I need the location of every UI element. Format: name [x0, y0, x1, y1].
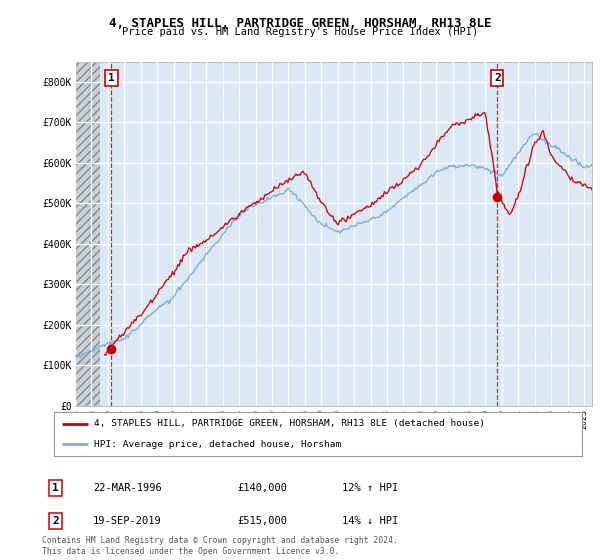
Text: Price paid vs. HM Land Registry's House Price Index (HPI): Price paid vs. HM Land Registry's House … — [122, 27, 478, 38]
Text: 14% ↓ HPI: 14% ↓ HPI — [342, 516, 398, 526]
Text: 2: 2 — [494, 73, 500, 83]
Text: HPI: Average price, detached house, Horsham: HPI: Average price, detached house, Hors… — [94, 440, 341, 449]
Text: 22-MAR-1996: 22-MAR-1996 — [93, 483, 162, 493]
Text: 19-SEP-2019: 19-SEP-2019 — [93, 516, 162, 526]
Text: 4, STAPLES HILL, PARTRIDGE GREEN, HORSHAM, RH13 8LE (detached house): 4, STAPLES HILL, PARTRIDGE GREEN, HORSHA… — [94, 419, 485, 428]
Text: Contains HM Land Registry data © Crown copyright and database right 2024.: Contains HM Land Registry data © Crown c… — [42, 536, 398, 545]
Text: £140,000: £140,000 — [237, 483, 287, 493]
Text: 1: 1 — [108, 73, 115, 83]
Text: £515,000: £515,000 — [237, 516, 287, 526]
Bar — [75, 62, 100, 406]
Text: This data is licensed under the Open Government Licence v3.0.: This data is licensed under the Open Gov… — [42, 547, 340, 556]
Text: 12% ↑ HPI: 12% ↑ HPI — [342, 483, 398, 493]
Text: 2: 2 — [52, 516, 59, 526]
Text: 1: 1 — [52, 483, 59, 493]
Text: 4, STAPLES HILL, PARTRIDGE GREEN, HORSHAM, RH13 8LE: 4, STAPLES HILL, PARTRIDGE GREEN, HORSHA… — [109, 17, 491, 30]
